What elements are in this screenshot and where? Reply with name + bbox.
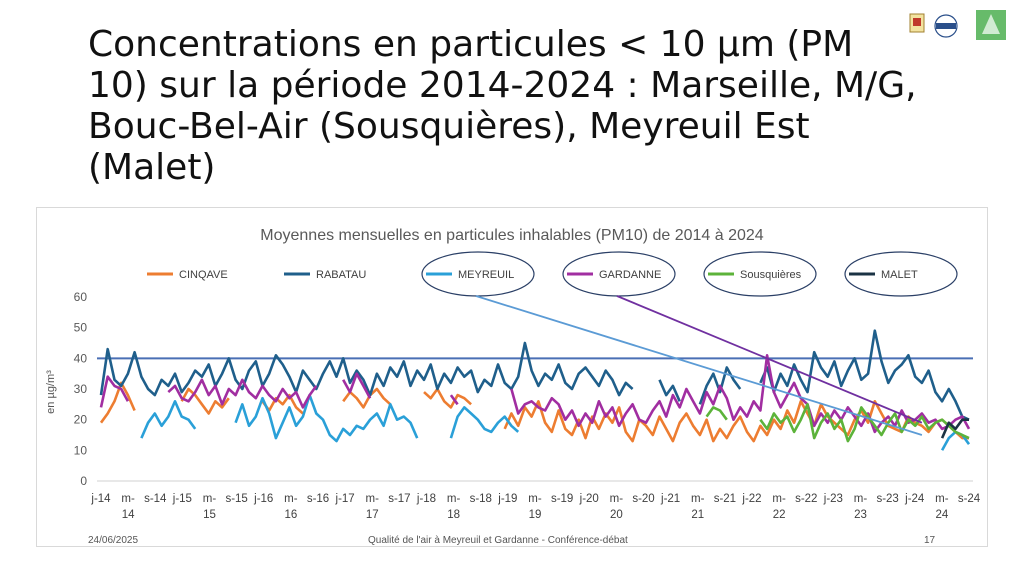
legend-label-malet: MALET [881, 269, 918, 281]
partner-logos [909, 10, 1006, 40]
x-tick-label: m-24 [935, 493, 949, 521]
x-axis-ticks: j-14 m-14 s-14 j-15 m-15 s-15 j-16 m-16 s-16 j-17… [90, 493, 980, 521]
series-line-rabatau [99, 329, 970, 421]
slide-title: Concentrations en particules < 10 µm (PM… [88, 24, 917, 188]
x-tick-label: j-14 [90, 493, 111, 505]
x-tick-label: s-15 [225, 493, 247, 505]
x-tick-label: m-23 [854, 493, 868, 521]
annotation-arrow [616, 295, 923, 424]
x-tick-label: j-17 [335, 493, 355, 505]
series-line-sousqui-res [705, 403, 970, 443]
x-tick-label: m-21 [691, 493, 705, 521]
x-tick-label: m-15 [203, 493, 217, 521]
legend-label-meyreuil: MEYREUIL [458, 269, 514, 281]
x-tick-label: m-18 [447, 493, 461, 521]
y-tick-label: 20 [74, 413, 88, 427]
footer-caption: Qualité de l'air à Meyreuil et Gardanne … [368, 535, 628, 546]
y-axis-label: en µg/m³ [45, 370, 57, 414]
pm10-chart: Moyennes mensuelles en particules inhala… [45, 227, 981, 521]
chart-frame: Moyennes mensuelles en particules inhala… [36, 207, 988, 547]
y-tick-label: 30 [74, 382, 88, 396]
highlight-ellipse [844, 251, 958, 297]
x-tick-label: s-22 [795, 493, 817, 505]
town-crest-logo [909, 13, 925, 33]
legend: CINQAVE RABATAU MEYREUIL GARDANNE Sousquière… [147, 269, 918, 281]
y-tick-label: 40 [74, 351, 88, 365]
highlight-ellipse [703, 251, 817, 297]
green-building-logo [976, 10, 1006, 40]
x-tick-label: j-24 [904, 493, 925, 505]
footer-date: 24/06/2025 [88, 535, 139, 546]
legend-label-rabatau: RABATAU [316, 269, 366, 281]
legend-label-sousqui-res: Sousquières [740, 269, 802, 281]
x-tick-label: j-23 [823, 493, 843, 505]
legend-label-cinqave: CINQAVE [179, 269, 228, 281]
x-tick-label: j-18 [416, 493, 436, 505]
x-tick-label: j-16 [253, 493, 273, 505]
x-tick-label: s-18 [470, 493, 492, 505]
x-tick-label: m-16 [284, 493, 298, 521]
x-tick-label: s-24 [958, 493, 981, 505]
y-tick-label: 0 [80, 474, 87, 488]
x-tick-label: m-14 [121, 493, 135, 521]
series-line-meyreuil [140, 393, 971, 451]
x-tick-label: m-20 [610, 493, 624, 521]
series-line-malet [940, 418, 969, 439]
annotation-arrow [475, 295, 923, 436]
x-tick-label: m-17 [366, 493, 380, 521]
x-tick-label: s-21 [714, 493, 736, 505]
y-tick-label: 10 [74, 443, 88, 457]
x-tick-label: s-14 [144, 493, 167, 505]
chart-title: Moyennes mensuelles en particules inhala… [260, 227, 764, 244]
x-tick-label: j-19 [497, 493, 517, 505]
x-tick-label: j-20 [579, 493, 599, 505]
x-tick-label: j-15 [172, 493, 192, 505]
annotations [421, 251, 958, 436]
x-tick-label: s-20 [632, 493, 654, 505]
x-tick-label: s-16 [307, 493, 329, 505]
x-tick-label: s-19 [551, 493, 573, 505]
x-tick-label: j-22 [741, 493, 761, 505]
page-number: 17 [924, 535, 936, 546]
y-axis-ticks: 0 10 20 30 40 50 60 [74, 290, 973, 488]
x-tick-label: j-21 [660, 493, 680, 505]
series-line-cinqave [99, 381, 969, 443]
x-tick-label: m-22 [772, 493, 786, 521]
y-tick-label: 50 [74, 321, 88, 335]
gardanne-logo [934, 14, 958, 38]
legend-label-gardanne: GARDANNE [599, 269, 661, 281]
x-tick-label: s-17 [388, 493, 410, 505]
x-tick-label: m-19 [528, 493, 542, 521]
x-tick-label: s-23 [876, 493, 898, 505]
series-line-gardanne [99, 354, 971, 434]
y-tick-label: 60 [74, 290, 88, 304]
series-lines [99, 329, 971, 451]
